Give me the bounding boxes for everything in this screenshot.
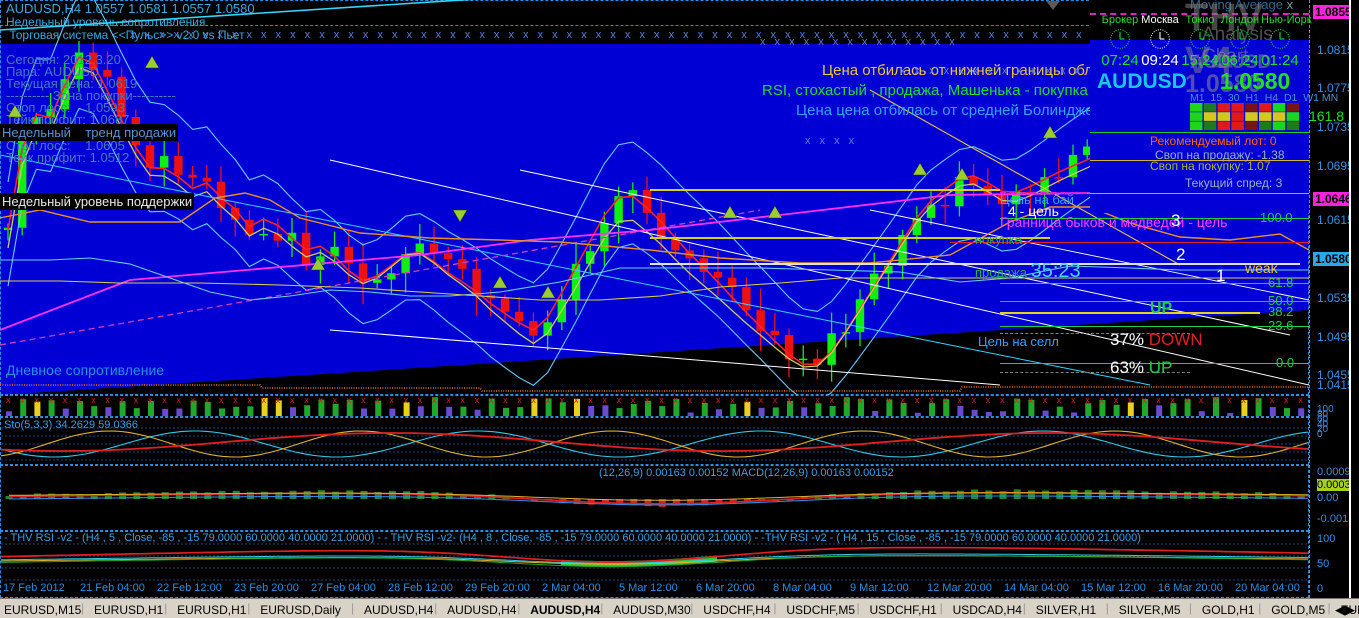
svg-text:x: x [446,396,451,405]
svg-text:x: x [1099,396,1104,405]
svg-text:x: x [915,396,920,405]
svg-text:x: x [1114,396,1119,405]
svg-text:x: x [148,396,153,405]
svg-text:x: x [1270,396,1275,405]
svg-text:x: x [489,396,494,405]
svg-text:x: x [1014,396,1019,405]
svg-text:x: x [1142,396,1147,405]
svg-text:x: x [602,396,607,405]
svg-text:x: x [872,396,877,405]
svg-text:x: x [773,396,778,405]
svg-text:x: x [105,396,110,405]
svg-text:x: x [77,396,82,405]
svg-text:x: x [787,396,792,405]
svg-text:x: x [631,396,636,405]
svg-text:x: x [63,396,68,405]
svg-text:x: x [233,396,238,405]
svg-text:x: x [290,396,295,405]
svg-text:x: x [205,396,210,405]
svg-text:x: x [517,396,522,405]
svg-text:x: x [389,396,394,405]
svg-text:x: x [929,396,934,405]
svg-text:x: x [432,396,437,405]
svg-text:x: x [901,396,906,405]
svg-text:x: x [716,396,721,405]
svg-text:x: x [830,396,835,405]
svg-text:x: x [943,396,948,405]
svg-text:x: x [361,396,366,405]
svg-text:x: x [347,396,352,405]
svg-text:x: x [176,396,181,405]
svg-text:x: x [418,396,423,405]
svg-text:x: x [702,396,707,405]
svg-text:x: x [1128,396,1133,405]
svg-text:x: x [574,396,579,405]
svg-text:x: x [276,396,281,405]
svg-text:x: x [858,396,863,405]
svg-text:x: x [730,396,735,405]
svg-text:x: x [262,396,267,405]
svg-text:x: x [1043,396,1048,405]
svg-text:x: x [801,396,806,405]
svg-text:x: x [1256,396,1261,405]
svg-text:x: x [20,396,25,405]
svg-text:x: x [986,396,991,405]
svg-text:x: x [744,396,749,405]
svg-text:x: x [375,396,380,405]
svg-text:x: x [886,396,891,405]
svg-text:x: x [844,396,849,405]
svg-text:x: x [1199,396,1204,405]
svg-text:x: x [972,396,977,405]
svg-text:x: x [645,396,650,405]
svg-text:x: x [6,396,11,405]
svg-text:x: x [1185,396,1190,405]
svg-text:x: x [247,396,252,405]
svg-text:x: x [688,396,693,405]
svg-text:x: x [1028,396,1033,405]
svg-text:x: x [1284,396,1289,405]
svg-text:x: x [219,396,224,405]
svg-text:x: x [673,396,678,405]
svg-text:x: x [49,396,54,405]
svg-text:x: x [617,396,622,405]
svg-text:x: x [34,396,39,405]
svg-text:x: x [759,396,764,405]
svg-text:x: x [318,396,323,405]
svg-text:x: x [191,396,196,405]
svg-text:x: x [162,396,167,405]
svg-text:x: x [588,396,593,405]
svg-text:x: x [1057,396,1062,405]
svg-text:x: x [531,396,536,405]
svg-text:x: x [1156,396,1161,405]
svg-text:x: x [503,396,508,405]
svg-text:x: x [475,396,480,405]
svg-text:x: x [1085,396,1090,405]
svg-text:x: x [404,396,409,405]
svg-text:x: x [120,396,125,405]
svg-text:x: x [333,396,338,405]
svg-text:x: x [560,396,565,405]
svg-text:x: x [1298,396,1303,405]
svg-text:x: x [460,396,465,405]
svg-text:x: x [91,396,96,405]
svg-text:x: x [1071,396,1076,405]
svg-text:x: x [304,396,309,405]
svg-text:x: x [546,396,551,405]
svg-text:x: x [957,396,962,405]
svg-text:x: x [659,396,664,405]
svg-text:x: x [815,396,820,405]
svg-text:x: x [1000,396,1005,405]
svg-text:x: x [1170,396,1175,405]
svg-text:x: x [1213,396,1218,405]
svg-text:x: x [134,396,139,405]
svg-text:x: x [1241,396,1246,405]
svg-text:x: x [1227,396,1232,405]
